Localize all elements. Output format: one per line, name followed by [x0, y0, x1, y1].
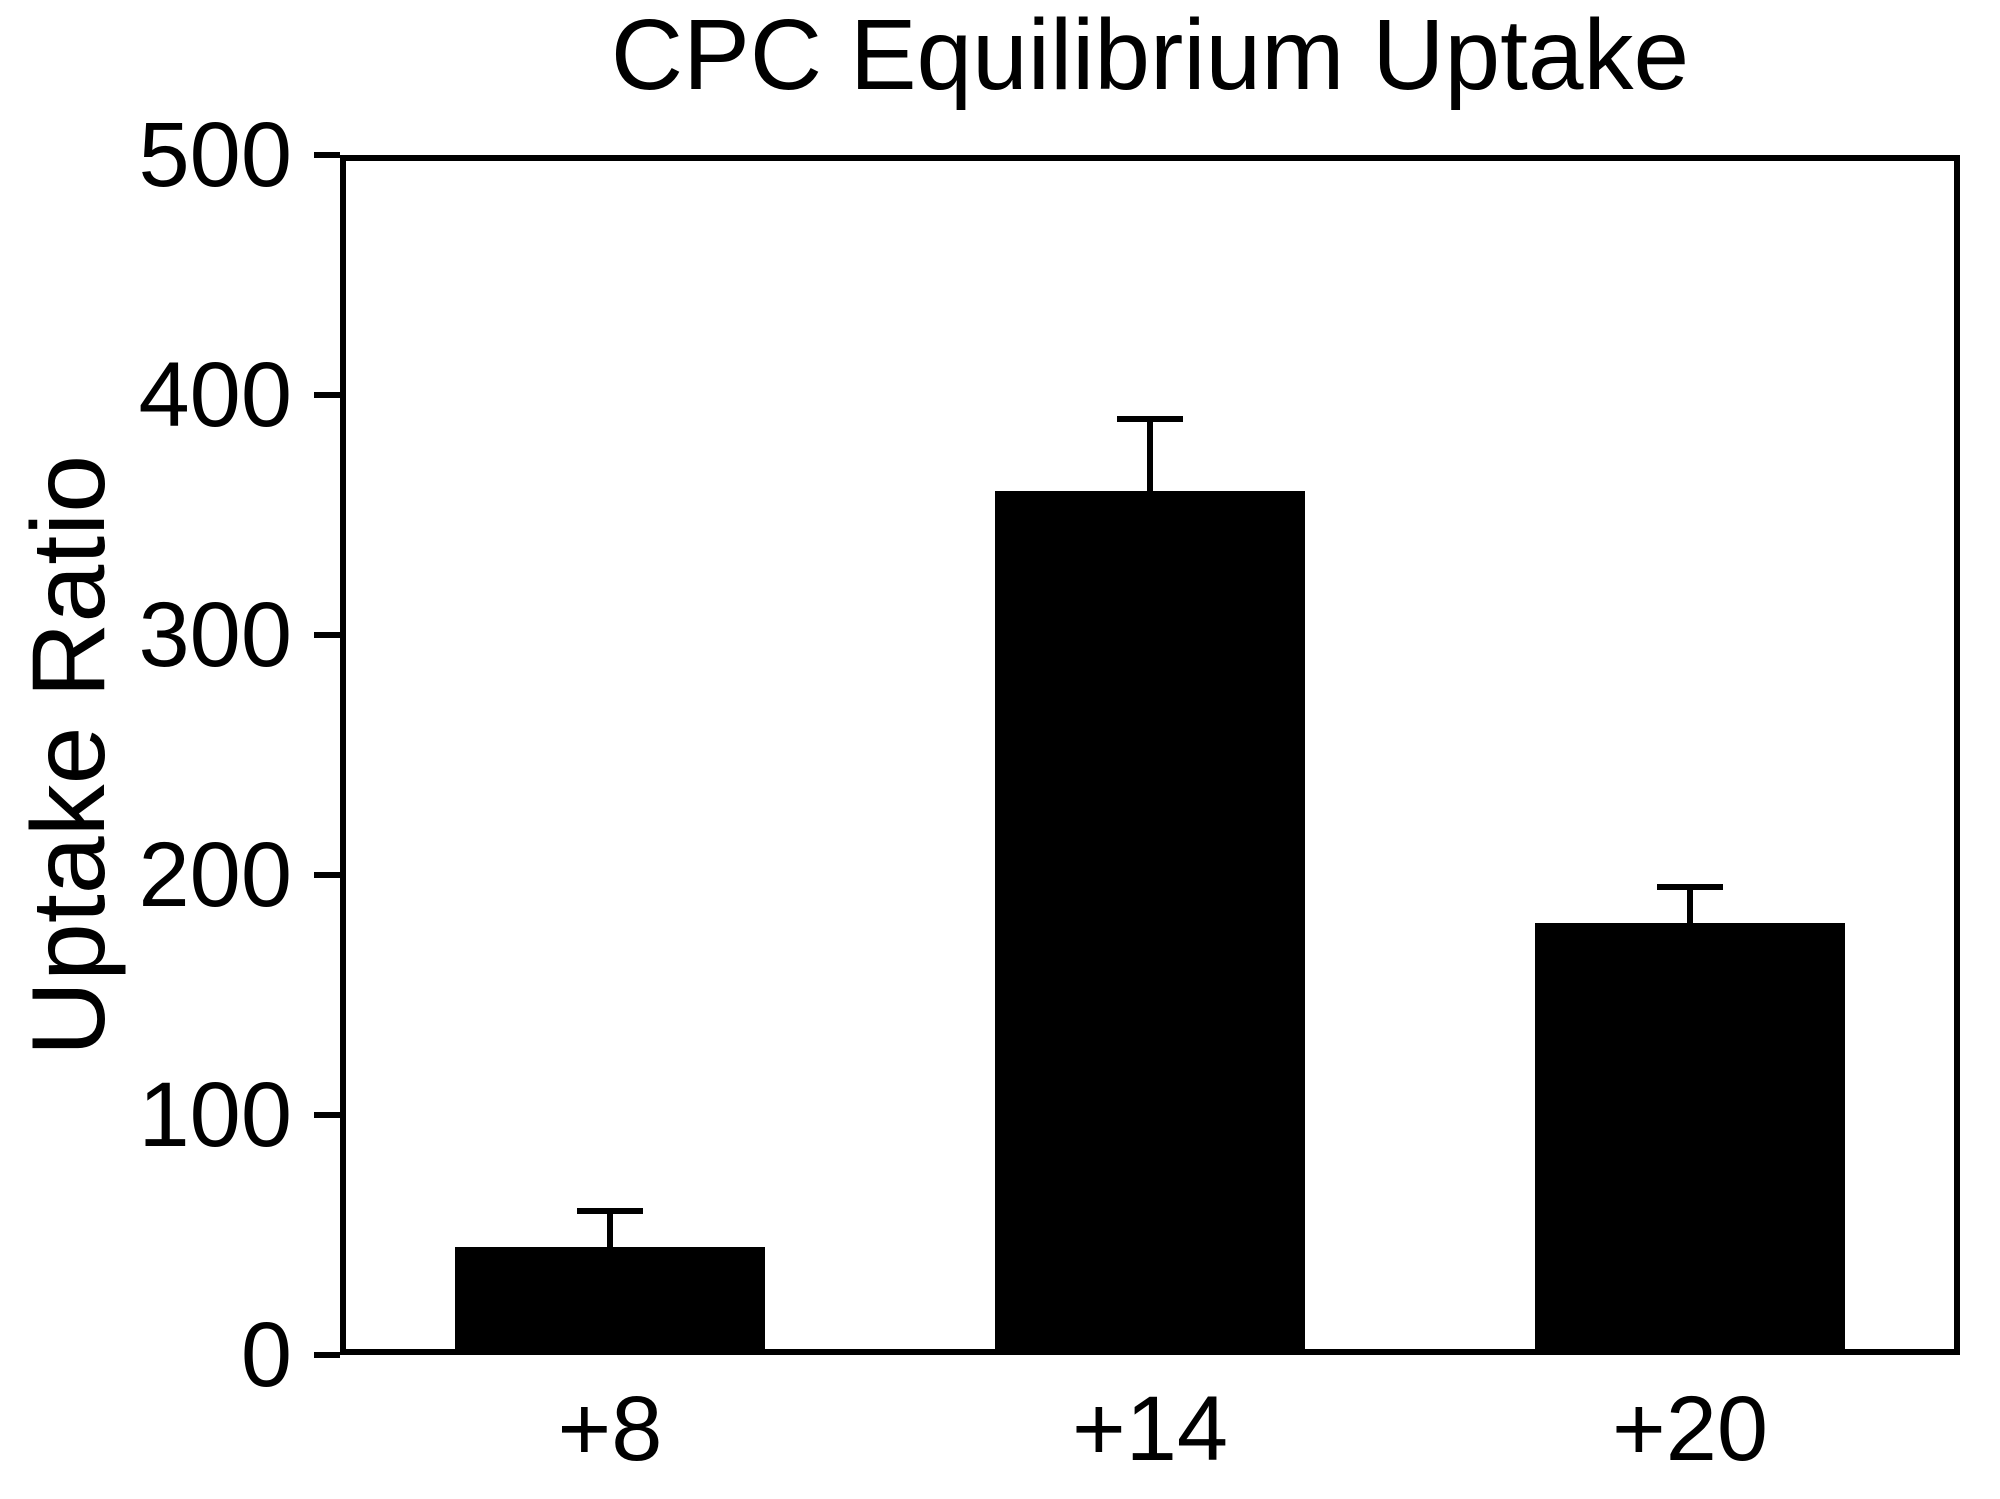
y-tick-label: 100 — [138, 1064, 293, 1166]
y-tick-mark — [314, 392, 340, 398]
y-tick-label: 0 — [240, 1304, 292, 1406]
y-tick-mark — [314, 872, 340, 878]
y-tick-label: 300 — [138, 584, 293, 686]
x-tick-label: +14 — [1071, 1378, 1229, 1480]
bar — [995, 491, 1305, 1349]
y-tick-label: 200 — [138, 824, 293, 926]
bar — [455, 1247, 765, 1349]
y-tick-label: 500 — [138, 104, 293, 206]
y-axis-label: Uptake Ratio — [11, 454, 128, 1056]
y-tick-mark — [314, 632, 340, 638]
error-bar-line — [1147, 419, 1153, 491]
y-tick-mark — [314, 152, 340, 158]
bar — [1535, 923, 1845, 1349]
error-bar-cap — [577, 1208, 643, 1214]
error-bar-line — [1687, 887, 1693, 923]
y-axis-label-container: Uptake Ratio — [0, 155, 140, 1355]
y-tick-mark — [314, 1352, 340, 1358]
y-tick-label: 400 — [138, 344, 293, 446]
x-tick-label: +20 — [1611, 1378, 1769, 1480]
y-tick-mark — [314, 1112, 340, 1118]
chart-title: CPC Equilibrium Uptake — [610, 0, 1690, 111]
x-tick-label: +8 — [557, 1378, 663, 1480]
error-bar-cap — [1117, 416, 1183, 422]
error-bar-cap — [1657, 884, 1723, 890]
error-bar-line — [607, 1211, 613, 1247]
